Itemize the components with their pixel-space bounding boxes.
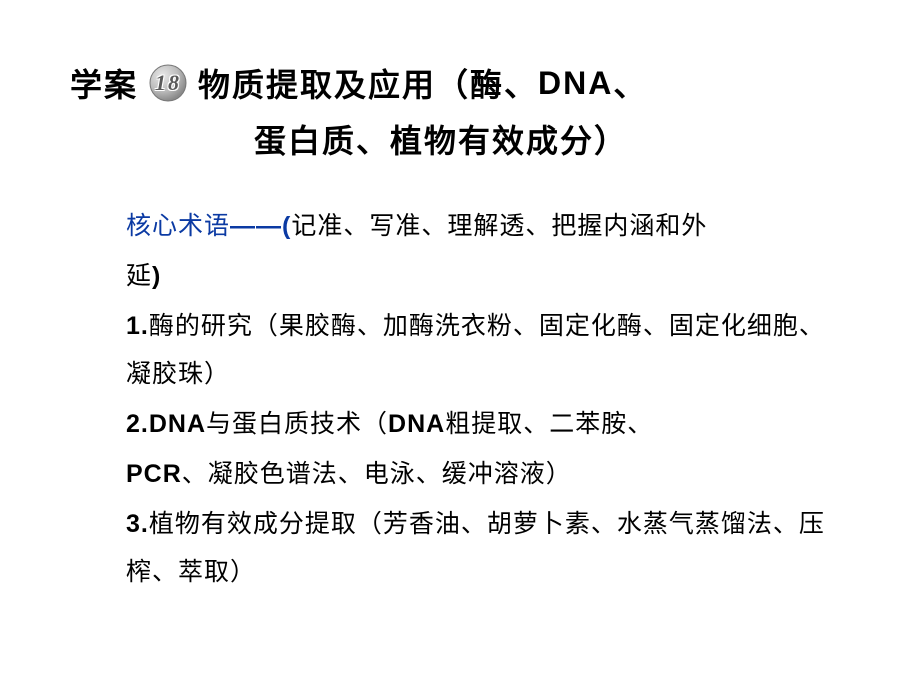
title-line-1: 学案 18 物质提取及应用（酶、DNA、: [70, 60, 850, 106]
terms-middle: 记准、写准、理解透、把握内涵和外: [291, 213, 707, 240]
title-prefix: 学案: [70, 60, 138, 106]
item-text: 粗提取、二苯胺、: [445, 411, 653, 438]
lesson-number-badge: 18: [148, 63, 188, 103]
title-block: 学案 18 物质提取及应用（酶、DNA、 蛋白质、植物有效成分）: [70, 60, 850, 162]
item-latin: DNA: [388, 410, 445, 438]
title-text-a: 物质提取及应用（酶、: [198, 60, 538, 106]
content-block: 核心术语——(记准、写准、理解透、把握内涵和外 延) 1.酶的研究（果胶酶、加酶…: [70, 202, 850, 598]
terms-dash: ——(: [230, 212, 291, 240]
item-latin: DNA: [149, 410, 206, 438]
item-text: 与蛋白质技术（: [206, 411, 388, 438]
terms-tail: 延: [126, 253, 152, 302]
list-item: 1.酶的研究（果胶酶、加酶洗衣粉、固定化酶、固定化细胞、凝胶珠）: [126, 302, 830, 401]
title-line-2: 蛋白质、植物有效成分）: [70, 116, 850, 162]
list-item: 2.DNA与蛋白质技术（DNA粗提取、二苯胺、PCR、凝胶色谱法、电泳、缓冲溶液…: [126, 400, 830, 500]
item-number: 2.: [126, 410, 149, 438]
badge-number: 18: [155, 70, 181, 96]
item-number: 3.: [126, 510, 149, 538]
item-text: 酶的研究（果胶酶、加酶洗衣粉、固定化酶、固定化细胞、凝胶珠）: [126, 313, 825, 389]
item-latin: PCR: [126, 460, 182, 488]
terms-close-paren: ): [152, 262, 161, 290]
core-terms-heading: 核心术语——(记准、写准、理解透、把握内涵和外 延): [126, 202, 830, 302]
item-text: 、凝胶色谱法、电泳、缓冲溶液）: [182, 461, 572, 488]
item-text: 植物有效成分提取（芳香油、胡萝卜素、水蒸气蒸馏法、压榨、萃取）: [126, 511, 825, 587]
item-number: 1.: [126, 312, 149, 340]
list-item: 3.植物有效成分提取（芳香油、胡萝卜素、水蒸气蒸馏法、压榨、萃取）: [126, 500, 830, 599]
title-text-b: 、: [613, 60, 647, 106]
title-latin-dna: DNA: [538, 65, 613, 102]
terms-label: 核心术语: [126, 213, 230, 240]
